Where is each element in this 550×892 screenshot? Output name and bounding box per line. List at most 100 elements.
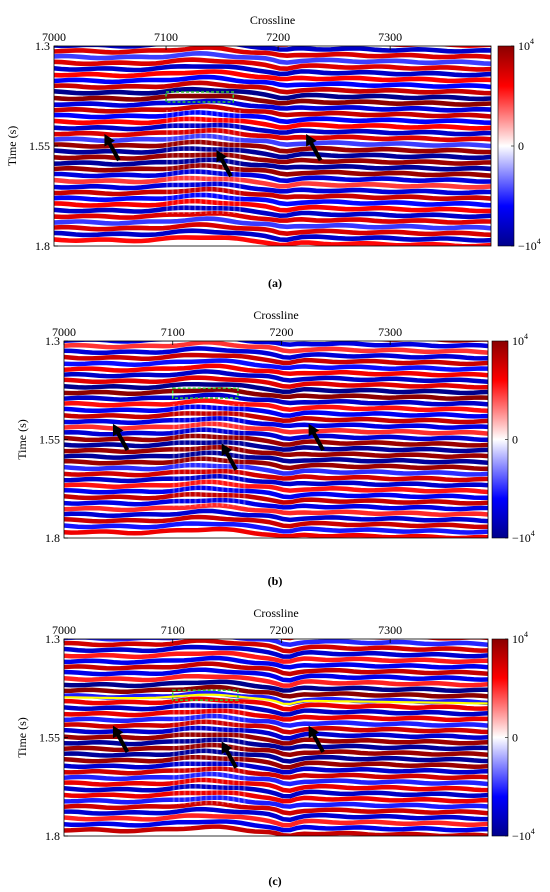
reflection-band	[64, 819, 488, 833]
reflection-band	[54, 127, 491, 143]
reflection-band	[64, 387, 488, 401]
reflection-band	[64, 358, 488, 372]
reflection-band	[54, 93, 491, 107]
reflection-band	[64, 416, 488, 430]
reflection-band	[54, 169, 491, 184]
reflection-band	[64, 784, 488, 799]
reflection-band	[64, 341, 488, 355]
noise-streak	[210, 404, 213, 507]
panel-a: 7000 7100 7200 7300 Crossline 1.3 1.55 1.8 Time …	[0, 0, 550, 300]
reflection-band	[54, 192, 491, 208]
noise-streak	[188, 110, 191, 214]
noise-streak	[243, 404, 246, 507]
noise-streak	[243, 702, 246, 805]
reflection-band	[54, 157, 491, 172]
arrow-1	[112, 423, 130, 451]
noise-streak	[232, 404, 235, 507]
reflection-band	[64, 462, 488, 477]
reflection-band	[64, 703, 488, 717]
reflection-band	[54, 50, 491, 66]
caption-b-label: (b)	[267, 574, 283, 588]
reflection-band	[64, 806, 488, 823]
reflection-band	[64, 369, 488, 384]
reflection-band	[54, 235, 491, 246]
caption-c-label: (c)	[268, 874, 282, 888]
y-axis-label: Time (s)	[5, 126, 19, 167]
noise-streak	[210, 702, 213, 805]
reflection-band	[54, 86, 491, 102]
reflection-band	[54, 146, 491, 161]
x-tick-label: 7100	[161, 325, 185, 339]
caption-a: (a)	[0, 276, 550, 291]
arrow-1	[112, 725, 130, 753]
noise-streak	[210, 110, 213, 214]
noise-streak	[199, 702, 202, 805]
reflection-band	[54, 110, 491, 125]
arrow-1	[104, 134, 121, 162]
reflection-band	[64, 748, 488, 764]
reflection-band	[54, 175, 491, 190]
reflection-band	[64, 684, 488, 699]
reflection-band	[54, 152, 491, 166]
noise-streak	[216, 702, 219, 805]
reflection-band	[64, 650, 488, 665]
x-axis-label: Crossline	[250, 13, 295, 27]
reflection-band	[54, 104, 491, 119]
noise-streak	[216, 404, 219, 507]
colorbar-tick-label: 0	[512, 731, 518, 745]
reflection-band	[64, 375, 488, 390]
caption-c: (c)	[0, 874, 550, 889]
highlight-box	[171, 387, 239, 399]
colorbar-tick-label: 104	[512, 332, 528, 348]
reflection-band	[54, 163, 491, 178]
noise-streak	[237, 702, 240, 805]
tracked-horizon	[64, 693, 488, 706]
y-axis-label: Time (s)	[15, 717, 29, 758]
x-tick-label: 7000	[52, 623, 76, 637]
reflection-band	[64, 508, 488, 524]
reflection-band	[64, 732, 488, 746]
arrow-2	[221, 741, 238, 769]
reflection-band	[64, 824, 488, 836]
caption-a-label: (a)	[268, 276, 282, 290]
reflection-band	[64, 771, 488, 787]
reflection-band	[64, 708, 488, 723]
reflection-band	[54, 210, 491, 225]
reflection-band	[54, 205, 491, 220]
x-tick-label: 7300	[378, 30, 402, 44]
x-tick-label: 7300	[378, 623, 402, 637]
noise-streak	[205, 404, 208, 507]
reflection-band	[64, 392, 488, 407]
noise-streak	[199, 404, 202, 507]
reflection-band	[64, 433, 488, 448]
noise-streak	[194, 702, 197, 805]
seismic-reflections	[64, 595, 488, 836]
reflection-band	[64, 713, 488, 728]
reflection-band	[54, 46, 491, 54]
noise-streak	[194, 404, 197, 507]
noise-streak	[172, 702, 175, 805]
colorbar-tick-label: 0	[512, 433, 518, 447]
noise-streak	[172, 404, 175, 507]
reflection-band	[54, 186, 491, 201]
reflection-band	[54, 181, 491, 196]
reflection-band	[64, 595, 488, 604]
reflection-band	[64, 655, 488, 670]
reflection-band	[64, 777, 488, 793]
reflection-band	[64, 398, 488, 414]
reflection-band	[64, 411, 488, 425]
colorbar-tick-label: 104	[518, 37, 534, 53]
reflection-band	[64, 737, 488, 752]
noise-streak	[189, 702, 192, 805]
reflection-band	[64, 639, 488, 654]
y-tick-label: 1.55	[39, 433, 60, 447]
y-tick-label: 1.8	[45, 531, 60, 545]
x-tick-label: 7000	[52, 325, 76, 339]
reflection-band	[64, 363, 488, 378]
noise-streak	[205, 110, 208, 214]
arrow-3	[308, 423, 325, 451]
reflection-band	[64, 639, 488, 647]
reflection-band	[64, 521, 488, 535]
highlight-box	[171, 689, 239, 701]
seismic-reflections	[64, 341, 488, 538]
